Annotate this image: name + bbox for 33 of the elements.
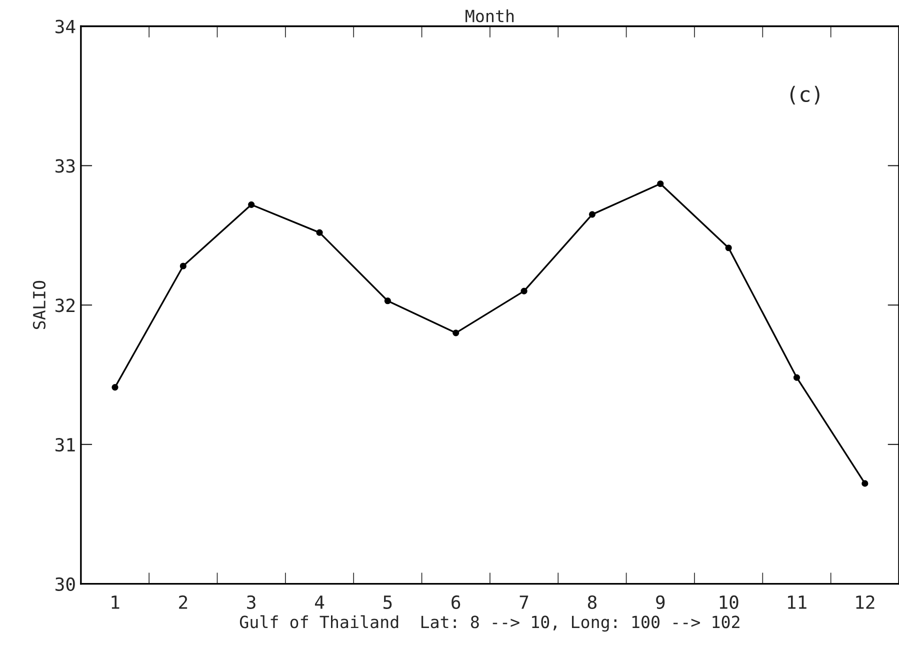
x-tick-label: 5	[384, 596, 392, 610]
x-tick-label: 10	[720, 595, 738, 610]
annotation: (c)	[790, 86, 820, 104]
point	[793, 374, 800, 381]
point	[384, 298, 391, 304]
x-tick-label: 12	[856, 595, 874, 609]
chart-title: Month	[466, 9, 514, 22]
x-tick-label: 6	[452, 595, 460, 610]
point	[520, 288, 528, 294]
point	[862, 480, 868, 487]
x-tick-label: 3	[247, 595, 256, 610]
y-tick-label: 33	[56, 159, 75, 173]
x-axis-title: Gulf of Thailand Lat: 8 --> 10, Long: 100 --> 102	[240, 615, 740, 632]
point	[452, 330, 460, 336]
x-tick-label: 9	[656, 595, 665, 610]
y-tick-label: 30	[56, 577, 75, 592]
x-tick-label: 1	[112, 596, 120, 609]
point	[657, 180, 664, 188]
point	[316, 229, 323, 236]
y-tick-label: 31	[56, 438, 75, 452]
y-tick-label: 32	[56, 298, 75, 312]
point	[248, 201, 255, 208]
x-tick-label: 8	[588, 595, 596, 610]
point	[112, 384, 118, 391]
y-axis-title: SALIO	[32, 280, 46, 329]
x-tick-label: 2	[179, 595, 188, 609]
y-tick-label: 34	[56, 20, 76, 34]
point	[588, 211, 596, 218]
point	[725, 244, 732, 252]
point	[180, 262, 186, 270]
x-tick-label: 7	[520, 596, 528, 609]
x-tick-label: 11	[788, 596, 806, 609]
x-tick-label: 4	[314, 596, 324, 609]
